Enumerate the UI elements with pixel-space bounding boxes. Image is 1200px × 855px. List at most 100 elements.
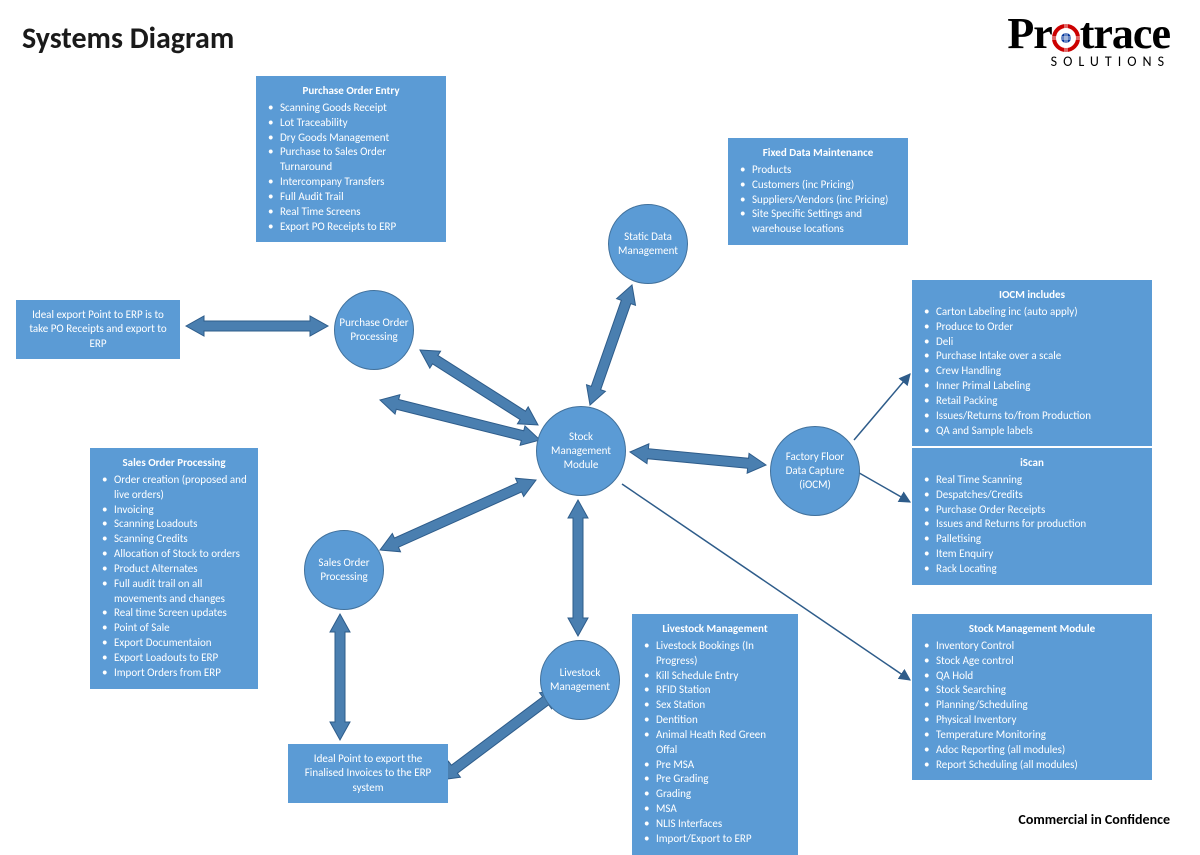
box-list: ProductsCustomers (inc Pricing)Suppliers… bbox=[738, 163, 898, 237]
list-item: Export PO Receipts to ERP bbox=[280, 220, 436, 235]
list-item: Allocation of Stock to orders bbox=[114, 547, 248, 562]
list-item: Export Loadouts to ERP bbox=[114, 651, 248, 666]
list-item: Point of Sale bbox=[114, 621, 248, 636]
note-erp_invoice: Ideal Point to export the Finalised Invo… bbox=[288, 744, 448, 803]
box-po_entry: Purchase Order Entry Scanning Goods Recei… bbox=[256, 76, 446, 242]
list-item: Carton Labeling inc (auto apply) bbox=[936, 305, 1142, 320]
list-item: Import/Export to ERP bbox=[656, 832, 788, 847]
box-list: Order creation (proposed and live orders… bbox=[100, 473, 248, 681]
list-item: Dry Goods Management bbox=[280, 131, 436, 146]
box-sales_proc: Sales Order Processing Order creation (pr… bbox=[90, 448, 258, 689]
box-list: Carton Labeling inc (auto apply)Produce … bbox=[922, 305, 1142, 439]
circle-static: Static DataManagement bbox=[608, 204, 688, 284]
list-item: Rack Locating bbox=[936, 562, 1142, 577]
box-title: Stock Management Module bbox=[922, 622, 1142, 637]
list-item: QA and Sample labels bbox=[936, 424, 1142, 439]
connector-line bbox=[854, 374, 910, 440]
box-title: iScan bbox=[922, 456, 1142, 471]
list-item: Inner Primal Labeling bbox=[936, 379, 1142, 394]
list-item: Deli bbox=[936, 335, 1142, 350]
list-item: Pre MSA bbox=[656, 758, 788, 773]
box-list: Inventory ControlStock Age controlQA Hol… bbox=[922, 639, 1142, 773]
list-item: Scanning Credits bbox=[114, 532, 248, 547]
connector-line bbox=[854, 470, 910, 502]
list-item: Report Scheduling (all modules) bbox=[936, 758, 1142, 773]
list-item: Intercompany Transfers bbox=[280, 175, 436, 190]
list-item: Retail Packing bbox=[936, 394, 1142, 409]
list-item: Crew Handling bbox=[936, 364, 1142, 379]
block-arrow bbox=[568, 500, 588, 636]
list-item: Item Enquiry bbox=[936, 547, 1142, 562]
box-title: Livestock Management bbox=[642, 622, 788, 637]
list-item: Sex Station bbox=[656, 698, 788, 713]
box-fixed_data: Fixed Data Maintenance ProductsCustomers … bbox=[728, 138, 908, 245]
footer-confidential: Commercial in Confidence bbox=[1018, 811, 1170, 828]
box-livestock_mgmt: Livestock Management Livestock Bookings (… bbox=[632, 614, 798, 855]
list-item: Invoicing bbox=[114, 503, 248, 518]
block-arrow bbox=[629, 442, 767, 475]
list-item: Suppliers/Vendors (inc Pricing) bbox=[752, 193, 898, 208]
note-erp_po: Ideal export Point to ERP is to take PO … bbox=[16, 300, 180, 359]
list-item: Products bbox=[752, 163, 898, 178]
list-item: Adoc Reporting (all modules) bbox=[936, 743, 1142, 758]
list-item: Inventory Control bbox=[936, 639, 1142, 654]
list-item: Order creation (proposed and live orders… bbox=[114, 473, 248, 503]
block-arrow bbox=[330, 614, 350, 740]
block-arrow bbox=[581, 282, 642, 409]
list-item: RFID Station bbox=[656, 683, 788, 698]
list-item: Scanning Goods Receipt bbox=[280, 101, 436, 116]
list-item: Planning/Scheduling bbox=[936, 698, 1142, 713]
box-title: Purchase Order Entry bbox=[266, 84, 436, 99]
box-title: Sales Order Processing bbox=[100, 456, 248, 471]
logo-main: Pr trace bbox=[1007, 8, 1170, 59]
list-item: NLIS Interfaces bbox=[656, 817, 788, 832]
block-arrow bbox=[186, 316, 328, 336]
box-list: Livestock Bookings (In Progress)Kill Sch… bbox=[642, 639, 788, 847]
list-item: Purchase Order Receipts bbox=[936, 503, 1142, 518]
list-item: Export Documentaion bbox=[114, 636, 248, 651]
block-arrow bbox=[378, 390, 543, 449]
box-iocm_inc: IOCM includes Carton Labeling inc (auto a… bbox=[912, 280, 1152, 446]
block-arrow bbox=[415, 342, 544, 434]
list-item: Real Time Scanning bbox=[936, 473, 1142, 488]
circle-sales: Sales OrderProcessing bbox=[304, 530, 384, 610]
list-item: Livestock Bookings (In Progress) bbox=[656, 639, 788, 669]
list-item: Issues and Returns for production bbox=[936, 517, 1142, 532]
list-item: Purchase to Sales Order Turnaround bbox=[280, 145, 436, 175]
list-item: Full Audit Trail bbox=[280, 190, 436, 205]
list-item: Produce to Order bbox=[936, 320, 1142, 335]
list-item: Purchase Intake over a scale bbox=[936, 349, 1142, 364]
list-item: Kill Schedule Entry bbox=[656, 669, 788, 684]
list-item: QA Hold bbox=[936, 669, 1142, 684]
box-list: Scanning Goods ReceiptLot TraceabilityDr… bbox=[266, 101, 436, 235]
list-item: Stock Searching bbox=[936, 683, 1142, 698]
box-stock_module: Stock Management Module Inventory Control… bbox=[912, 614, 1152, 780]
list-item: Real time Screen updates bbox=[114, 606, 248, 621]
list-item: Dentition bbox=[656, 713, 788, 728]
box-title: IOCM includes bbox=[922, 288, 1142, 303]
list-item: Palletising bbox=[936, 532, 1142, 547]
circle-stock: StockManagementModule bbox=[536, 406, 626, 496]
circle-iocm: Factory FloorData Capture(iOCM) bbox=[770, 426, 860, 516]
list-item: Product Alternates bbox=[114, 562, 248, 577]
circle-livestock: LivestockManagement bbox=[540, 640, 620, 720]
list-item: MSA bbox=[656, 802, 788, 817]
box-iscan: iScan Real Time ScanningDespatches/Credit… bbox=[912, 448, 1152, 585]
page-title: Systems Diagram bbox=[22, 20, 234, 57]
list-item: Physical Inventory bbox=[936, 713, 1142, 728]
list-item: Real Time Screens bbox=[280, 205, 436, 220]
list-item: Animal Heath Red Green Offal bbox=[656, 728, 788, 758]
list-item: Customers (inc Pricing) bbox=[752, 178, 898, 193]
circle-po: Purchase OrderProcessing bbox=[334, 290, 414, 370]
list-item: Temperature Monitoring bbox=[936, 728, 1142, 743]
box-list: Real Time ScanningDespatches/CreditsPurc… bbox=[922, 473, 1142, 577]
list-item: Site Specific Settings and warehouse loc… bbox=[752, 207, 898, 237]
list-item: Scanning Loadouts bbox=[114, 517, 248, 532]
block-arrow bbox=[376, 471, 540, 559]
list-item: Full audit trail on all movements and ch… bbox=[114, 577, 248, 607]
list-item: Despatches/Credits bbox=[936, 488, 1142, 503]
list-item: Stock Age control bbox=[936, 654, 1142, 669]
list-item: Grading bbox=[656, 787, 788, 802]
list-item: Import Orders from ERP bbox=[114, 666, 248, 681]
box-title: Fixed Data Maintenance bbox=[738, 146, 898, 161]
